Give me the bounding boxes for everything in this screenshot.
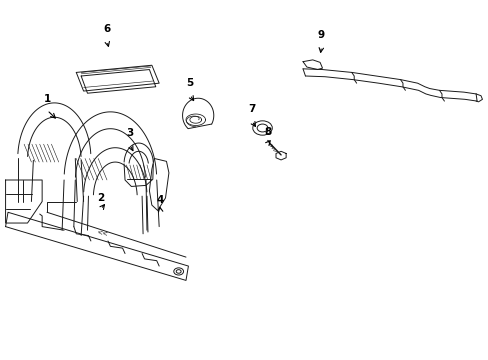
Text: 2: 2 <box>97 193 104 203</box>
Text: <<: << <box>96 228 108 237</box>
Text: 9: 9 <box>317 30 325 40</box>
Text: 1: 1 <box>43 94 51 104</box>
Text: 5: 5 <box>186 78 193 88</box>
Text: 3: 3 <box>126 129 133 138</box>
Text: 4: 4 <box>157 195 164 205</box>
Text: 7: 7 <box>247 104 255 114</box>
Text: 8: 8 <box>264 127 271 137</box>
Text: 6: 6 <box>103 24 110 35</box>
